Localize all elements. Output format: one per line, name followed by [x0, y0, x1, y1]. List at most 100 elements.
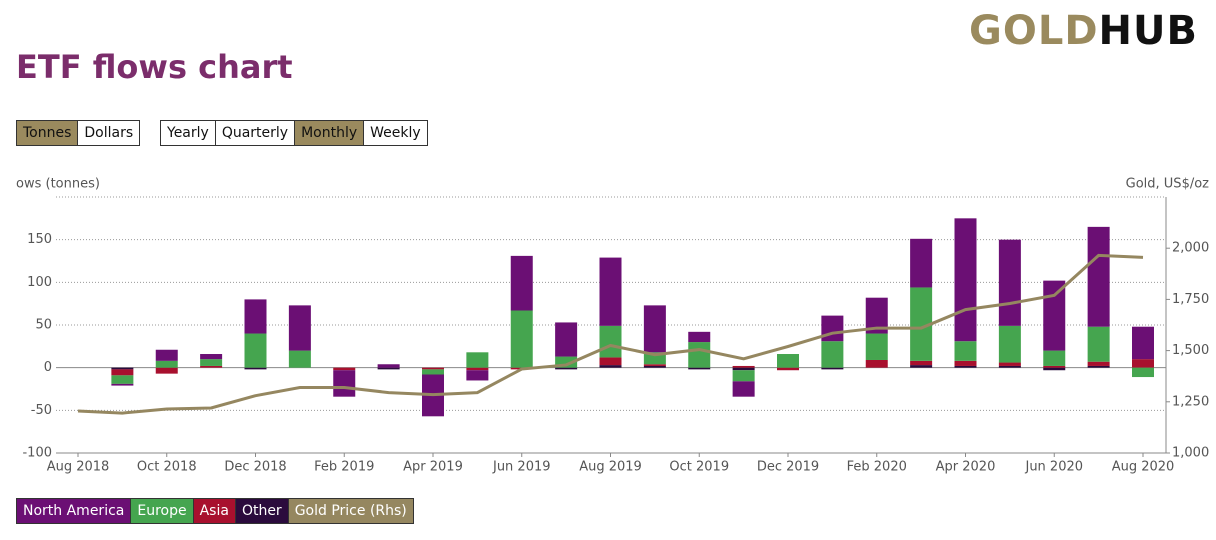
bar-segment [998, 362, 1021, 366]
legend: North America Europe Asia Other Gold Price (… [16, 498, 414, 524]
bar-segment [599, 357, 622, 366]
logo-hub: HUB [1098, 8, 1198, 54]
legend-item[interactable]: Europe [130, 498, 194, 524]
bar-segment [1132, 367, 1154, 378]
x-tick-label: Feb 2019 [314, 460, 374, 475]
bar-segment [732, 381, 755, 397]
bar-segment [688, 331, 711, 343]
y-tick-label: 50 [35, 318, 52, 333]
y-tick-label: -50 [31, 403, 52, 418]
page-title: ETF flows chart [16, 48, 293, 86]
bar-segment [998, 239, 1021, 326]
bar-segment [910, 365, 933, 368]
bar-segment [200, 365, 223, 368]
x-tick-label: Oct 2018 [137, 460, 197, 475]
toggle-button[interactable]: Monthly [294, 120, 365, 146]
period-toggle: Yearly Quarterly Monthly Weekly [160, 120, 428, 146]
bar-segment [111, 369, 134, 376]
x-tick-label: Apr 2019 [403, 460, 463, 475]
toggle-button[interactable]: Dollars [77, 120, 141, 146]
bar-segment [377, 364, 400, 368]
bar-segment [555, 367, 578, 370]
bar-segment [954, 360, 977, 366]
bar-segment [954, 365, 977, 368]
y2-tick-label: 2,000 [1172, 241, 1209, 256]
unit-toggle: Tonnes Dollars [16, 120, 141, 146]
bar-segment [555, 322, 578, 357]
legend-item[interactable]: Gold Price (Rhs) [287, 498, 414, 524]
bar-segment [599, 257, 622, 326]
bar-segment [688, 367, 711, 370]
bar-segment [910, 238, 933, 288]
y2-tick-label: 1,250 [1172, 394, 1209, 409]
y-axis-label: ows (tonnes) [16, 177, 100, 192]
x-tick-label: Feb 2020 [847, 460, 907, 475]
bar-segment [643, 364, 666, 366]
bar-segment [510, 310, 533, 368]
bar-segment [377, 367, 400, 370]
bar-segment [244, 333, 267, 368]
bar-segment [333, 367, 356, 371]
bar-segment [954, 341, 977, 361]
bar-segment [688, 342, 711, 368]
legend-item[interactable]: Asia [192, 498, 236, 524]
bar-segment [1043, 367, 1066, 371]
x-tick-label: Oct 2019 [669, 460, 729, 475]
bar-segment [910, 360, 933, 366]
bar-segment [1132, 359, 1154, 368]
bar-segment [821, 315, 844, 342]
x-tick-label: Aug 2020 [1112, 460, 1175, 475]
bar-segment [643, 365, 666, 368]
bar-segment [1043, 365, 1066, 368]
price-line [77, 253, 1144, 415]
bar-segment [821, 367, 844, 370]
bar-segment [777, 354, 799, 368]
bar-segment [466, 352, 489, 368]
bar-segment [998, 325, 1021, 363]
bar-segment [1087, 361, 1110, 366]
bar-segment [1043, 350, 1066, 366]
bar-segment [244, 299, 267, 334]
bar-segment [244, 367, 267, 370]
x-tick-label: Aug 2018 [47, 460, 110, 475]
bar-segment [732, 365, 755, 368]
bar-segment [288, 350, 311, 368]
bar-segment [111, 367, 134, 370]
bar-segment [1087, 226, 1110, 327]
bar-segment [200, 359, 223, 366]
bar-segment [865, 333, 888, 360]
bar-segment [155, 349, 178, 361]
bar-segment [155, 367, 178, 374]
x-tick-label: Aug 2019 [579, 460, 642, 475]
logo-gold: GOLD [969, 8, 1099, 54]
toggle-button[interactable]: Weekly [363, 120, 428, 146]
legend-item[interactable]: Other [234, 498, 289, 524]
bar-segment [466, 370, 489, 381]
bar-segment [821, 341, 844, 368]
bar-segment [288, 305, 311, 351]
y-tick-label: -100 [22, 446, 52, 461]
bar-segment [510, 255, 533, 311]
logo: GOLDHUB [969, 8, 1198, 54]
y-tick-label: 100 [27, 275, 52, 290]
bar-segment [155, 360, 178, 368]
bar-segment [599, 365, 622, 368]
bar-segment [643, 352, 666, 365]
bar-segment [333, 370, 356, 397]
y2-tick-label: 1,000 [1172, 446, 1209, 461]
bar-segment [555, 356, 578, 368]
bar-segment [1043, 280, 1066, 351]
y2-tick-label: 1,750 [1172, 292, 1209, 307]
bar-segment [643, 305, 666, 353]
bar-segment [865, 297, 888, 334]
bar-segment [910, 287, 933, 361]
legend-item[interactable]: North America [16, 498, 132, 524]
x-tick-label: Dec 2018 [224, 460, 286, 475]
bar-segment [599, 325, 622, 358]
bar-segment [865, 359, 888, 368]
x-tick-label: Apr 2020 [936, 460, 996, 475]
bar-segment [1087, 365, 1110, 368]
bar-segment [954, 218, 977, 342]
